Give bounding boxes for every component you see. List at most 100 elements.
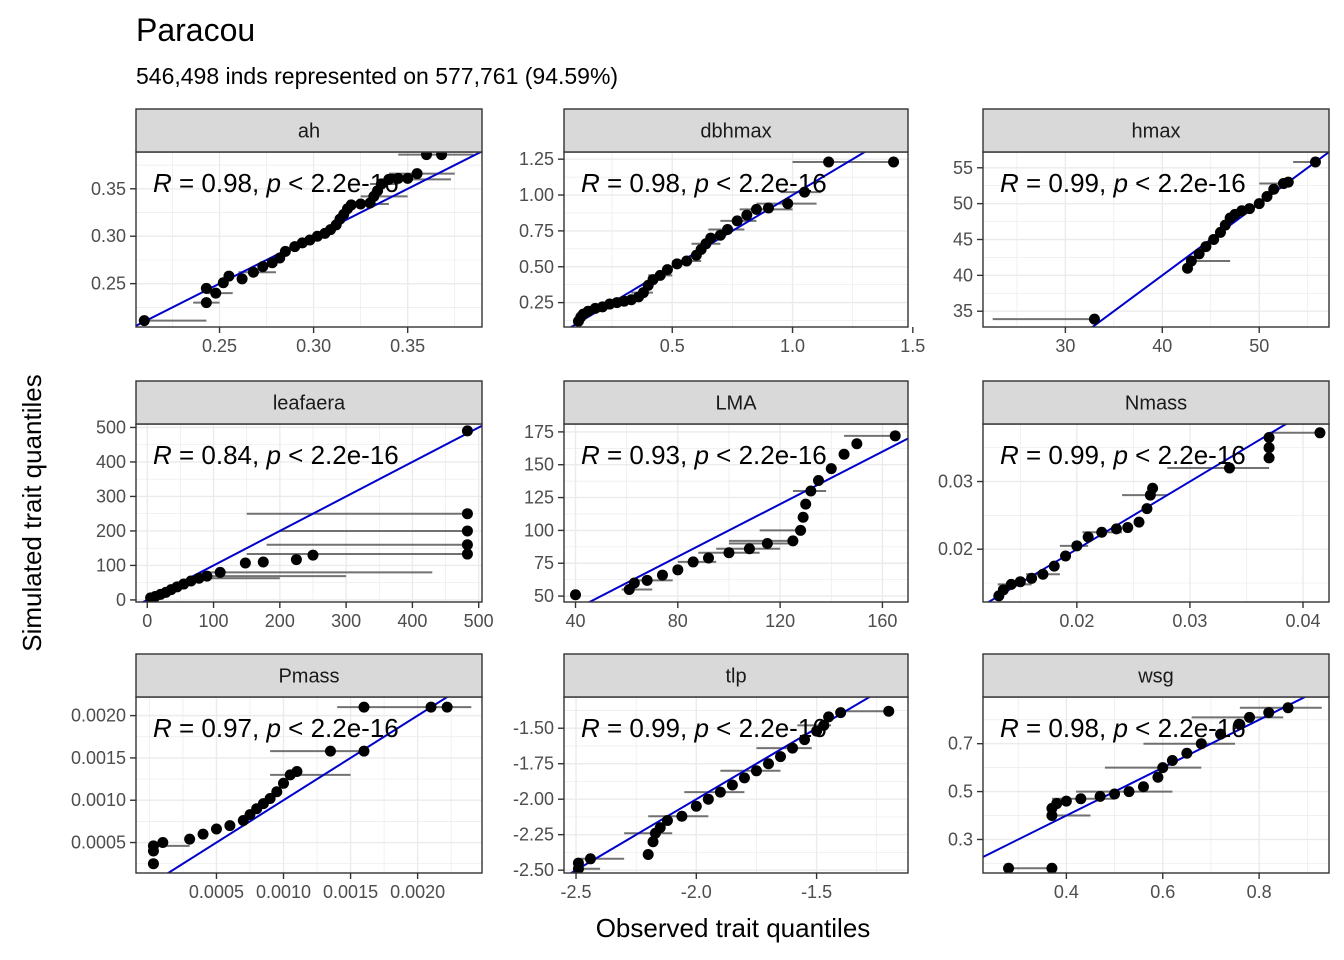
data-point [787,535,799,547]
data-point [1268,183,1280,195]
y-tick-label: 125 [524,488,554,508]
data-point [671,258,683,270]
strip-background [135,380,483,425]
data-point [787,742,799,754]
data-point [264,793,276,805]
correlation-annotation: R = 0.84, p < 2.2e-16 [153,440,399,470]
y-tick-label: 500 [96,417,126,437]
y-tick-label: 0 [116,590,126,610]
x-tick-label: 0.25 [202,336,237,356]
data-point [722,223,734,235]
strip-background [982,380,1330,425]
data-point [1244,203,1256,215]
strip-label: ah [298,121,320,143]
data-point [257,261,269,273]
annotation-r-value: = 0.93, [600,440,695,470]
y-tick-label: 0.0015 [71,748,126,768]
x-tick-label: -2.0 [681,882,712,902]
x-tick-label: 0.5 [660,336,685,356]
panel-background [983,697,1329,873]
data-point [838,448,850,460]
chart-subtitle: 546,498 inds represented on 577,761 (94.… [136,63,618,89]
strip-label: tlp [725,666,746,688]
y-tick-label: 55 [953,158,973,178]
data-point [1263,432,1275,444]
data-point [726,779,738,791]
data-point [703,552,715,564]
data-point [402,172,414,184]
annotation-p-symbol: p [265,440,280,470]
annotation-r-symbol: R [153,713,172,743]
data-point [214,566,226,578]
y-tick-label: 100 [524,520,554,540]
y-tick-label: 150 [524,455,554,475]
data-point [1122,522,1134,534]
annotation-p-value: < 2.2e-16 [1128,168,1246,198]
data-point [461,539,473,551]
annotation-p-value: < 2.2e-16 [281,440,399,470]
data-point [723,547,735,559]
x-tick-label: 120 [765,611,795,631]
annotation-r-value: = 0.98, [600,168,695,198]
annotation-r-value: = 0.97, [172,713,267,743]
data-point [461,425,473,437]
panel-data [986,424,1326,602]
annotation-p-symbol: p [265,168,280,198]
data-point [1046,862,1058,873]
data-point [1005,578,1017,590]
y-tick-label: 0.03 [938,472,973,492]
data-point [1243,711,1255,723]
data-point [654,822,666,834]
data-point [147,840,159,852]
data-point [271,786,283,798]
y-tick-label: 50 [534,586,554,606]
data-point [1141,503,1153,515]
annotation-p-symbol: p [1112,440,1127,470]
data-point [290,554,302,566]
panel-data [569,152,900,327]
data-point [1263,442,1275,454]
data-point [1215,728,1227,740]
data-point [661,814,673,826]
data-point [383,173,395,185]
x-tick-label: 50 [1249,336,1269,356]
x-tick-label: 0.0005 [189,882,244,902]
panel-ah: R = 0.98, p < 2.2e-16 ah 0.25 0.30 0.35 0.25 0… [91,108,483,356]
data-point [1133,516,1145,528]
strip-background [135,108,483,153]
data-point [1048,560,1060,572]
panel-background [564,424,908,602]
data-point [1094,790,1106,802]
data-point [835,707,847,719]
data-point [147,858,159,870]
data-point [1195,738,1207,750]
y-tick-label: -2.50 [513,860,554,880]
data-point [257,556,269,568]
data-point [889,430,901,442]
x-tick-label: 0.03 [1172,611,1207,631]
data-point [392,172,404,184]
annotation-p-value: < 2.2e-16 [281,168,399,198]
data-point [714,786,726,798]
annotation-p-value: < 2.2e-16 [1128,713,1246,743]
y-tick-label: 0.3 [948,829,973,849]
annotation-p-value: < 2.2e-16 [709,168,827,198]
panel-data [147,697,472,873]
y-tick-label: -2.25 [513,825,554,845]
data-point [743,543,755,555]
chart-title: Paracou [136,12,255,48]
data-point [641,574,653,586]
correlation-annotation: R = 0.98, p < 2.2e-16 [581,168,827,198]
strip-label: Nmass [1125,393,1187,415]
annotation-p-value: < 2.2e-16 [1128,440,1246,470]
panel-tlp: R = 0.99, p < 2.2e-16 tlp -2.5 -2.0 -1.5 -2.5… [513,653,909,902]
x-tick-label: 40 [1152,336,1172,356]
y-tick-label: -2.00 [513,789,554,809]
x-tick-label: 0.6 [1150,882,1175,902]
data-point [210,823,222,835]
x-tick-label: 0.4 [1054,882,1079,902]
panel-lma: R = 0.93, p < 2.2e-16 LMA 40 80 120 160 50 75 10… [524,380,909,631]
x-tick-label: 0.0020 [390,882,445,902]
annotation-r-symbol: R [581,168,600,198]
data-point [1253,198,1265,210]
